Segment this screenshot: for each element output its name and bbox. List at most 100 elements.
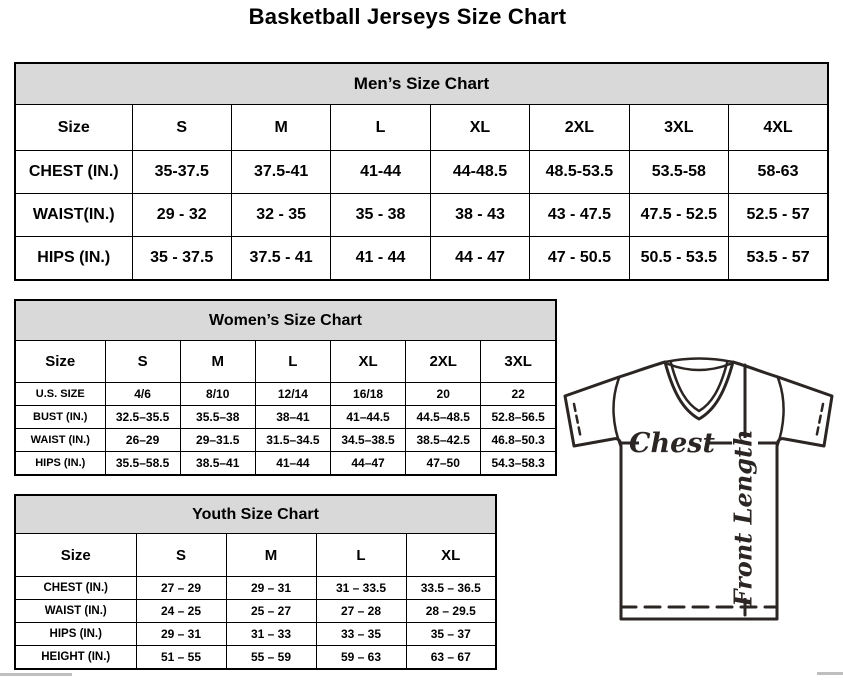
size-cell: 32.5–35.5: [104, 405, 181, 429]
size-cell: 44-48.5: [429, 150, 531, 194]
collar-back-arc: [663, 357, 735, 364]
chest-label-bg: [639, 429, 706, 456]
jersey-diagram-svg: Chest Front Length: [563, 357, 834, 621]
youth-col-header: S: [135, 533, 227, 577]
size-cell: 35 - 38: [330, 193, 431, 237]
collar-band-inner: [669, 361, 729, 413]
size-cell: 27 – 28: [315, 599, 407, 623]
size-cell: 44–47: [329, 451, 407, 476]
size-cell: 31 – 33.5: [315, 576, 407, 600]
womens-row-label: U.S. SIZE: [14, 382, 106, 406]
size-cell: 32 - 35: [230, 193, 332, 237]
size-cell: 52.5 - 57: [728, 193, 829, 237]
size-cell: 52.8–56.5: [480, 405, 557, 429]
youth-table-title: Youth Size Chart: [14, 494, 497, 534]
mens-col-header: S: [131, 104, 232, 151]
womens-col-header: 2XL: [405, 340, 482, 383]
youth-row-label: WAIST (IN.): [14, 599, 137, 623]
size-cell: 29 – 31: [135, 622, 227, 646]
mens-col-header: 4XL: [728, 104, 829, 151]
womens-row-label: HIPS (IN.): [14, 451, 106, 476]
size-cell: 34.5–38.5: [329, 428, 407, 452]
size-cell: 35.5–38: [179, 405, 256, 429]
size-cell: 53.5 - 57: [728, 236, 829, 281]
mens-col-header: 3XL: [628, 104, 730, 151]
size-cell: 44.5–48.5: [405, 405, 482, 429]
size-cell: 38.5–41: [179, 451, 256, 476]
womens-col-header: 3XL: [480, 340, 557, 383]
size-cell: 16/18: [329, 382, 407, 406]
size-cell: 38–41: [254, 405, 331, 429]
size-cell: 41-44: [330, 150, 431, 194]
womens-col-header: S: [104, 340, 181, 383]
youth-row-label: CHEST (IN.): [14, 576, 137, 600]
size-cell: 41–44: [254, 451, 331, 476]
mens-size-table: Men’s Size Chart Size S M L XL 2XL 3XL 4…: [14, 62, 829, 281]
mens-table-title: Men’s Size Chart: [14, 62, 829, 105]
size-cell: 54.3–58.3: [480, 451, 557, 476]
size-cell: 50.5 - 53.5: [628, 236, 730, 281]
size-cell: 47 - 50.5: [529, 236, 630, 281]
size-cell: 33.5 – 36.5: [405, 576, 497, 600]
size-cell: 47.5 - 52.5: [628, 193, 730, 237]
youth-size-table: Youth Size Chart Size S M L XL CHEST (IN…: [14, 494, 497, 670]
size-cell: 41–44.5: [329, 405, 407, 429]
womens-table-title: Women’s Size Chart: [14, 299, 557, 341]
size-cell: 29–31.5: [179, 428, 256, 452]
size-cell: 37.5 - 41: [230, 236, 332, 281]
mens-row-label: HIPS (IN.): [14, 236, 133, 281]
chest-label: Chest: [629, 428, 715, 459]
size-cell: 38 - 43: [429, 193, 531, 237]
size-cell: 41 - 44: [330, 236, 431, 281]
front-length-label: Front Length: [729, 429, 758, 607]
size-cell: 4/6: [104, 382, 181, 406]
left-cuff-dashed-line: [572, 402, 583, 441]
mens-col-header: 2XL: [529, 104, 630, 151]
youth-row-label: HIPS (IN.): [14, 622, 137, 646]
jersey-outline: [563, 360, 834, 621]
womens-col-header: M: [179, 340, 256, 383]
horizontal-scrollbar-thumb-left[interactable]: [0, 673, 72, 676]
size-cell: 35.5–58.5: [104, 451, 181, 476]
size-cell: 63 – 67: [405, 645, 497, 670]
size-cell: 58-63: [728, 150, 829, 194]
size-cell: 55 – 59: [225, 645, 317, 670]
size-cell: 35 - 37.5: [131, 236, 232, 281]
size-cell: 12/14: [254, 382, 331, 406]
mens-row-label: WAIST(IN.): [14, 193, 133, 237]
size-cell: 20: [405, 382, 482, 406]
size-cell: 48.5-53.5: [529, 150, 630, 194]
right-cuff-dashed-line: [814, 402, 825, 441]
size-cell: 37.5-41: [230, 150, 332, 194]
size-cell: 44 - 47: [429, 236, 531, 281]
page-title: Basketball Jerseys Size Chart: [248, 4, 567, 29]
size-cell: 31.5–34.5: [254, 428, 331, 452]
size-cell: 31 – 33: [225, 622, 317, 646]
size-cell: 47–50: [405, 451, 482, 476]
youth-col-header: XL: [405, 533, 497, 577]
size-cell: 46.8–50.3: [480, 428, 557, 452]
youth-row-label: HEIGHT (IN.): [14, 645, 137, 670]
front-length-label-bg: [732, 438, 758, 598]
size-cell: 8/10: [179, 382, 256, 406]
womens-col-header: Size: [14, 340, 106, 383]
youth-col-header: L: [315, 533, 407, 577]
youth-col-header: Size: [14, 533, 137, 577]
size-cell: 35 – 37: [405, 622, 497, 646]
size-cell: 25 – 27: [225, 599, 317, 623]
mens-col-header: XL: [429, 104, 531, 151]
mens-col-header: M: [230, 104, 332, 151]
womens-row-label: WAIST (IN.): [14, 428, 106, 452]
left-sleeve-seam: [612, 376, 623, 449]
size-cell: 59 – 63: [315, 645, 407, 670]
size-cell: 35-37.5: [131, 150, 232, 194]
mens-col-header: L: [330, 104, 431, 151]
size-cell: 43 - 47.5: [529, 193, 630, 237]
mens-row-label: CHEST (IN.): [14, 150, 133, 194]
jersey-measurement-diagram: Chest Front Length: [555, 352, 843, 676]
size-cell: 27 – 29: [135, 576, 227, 600]
size-cell: 24 – 25: [135, 599, 227, 623]
size-cell: 29 - 32: [131, 193, 232, 237]
mens-col-header: Size: [14, 104, 133, 151]
horizontal-scrollbar-thumb-right[interactable]: [817, 672, 843, 675]
